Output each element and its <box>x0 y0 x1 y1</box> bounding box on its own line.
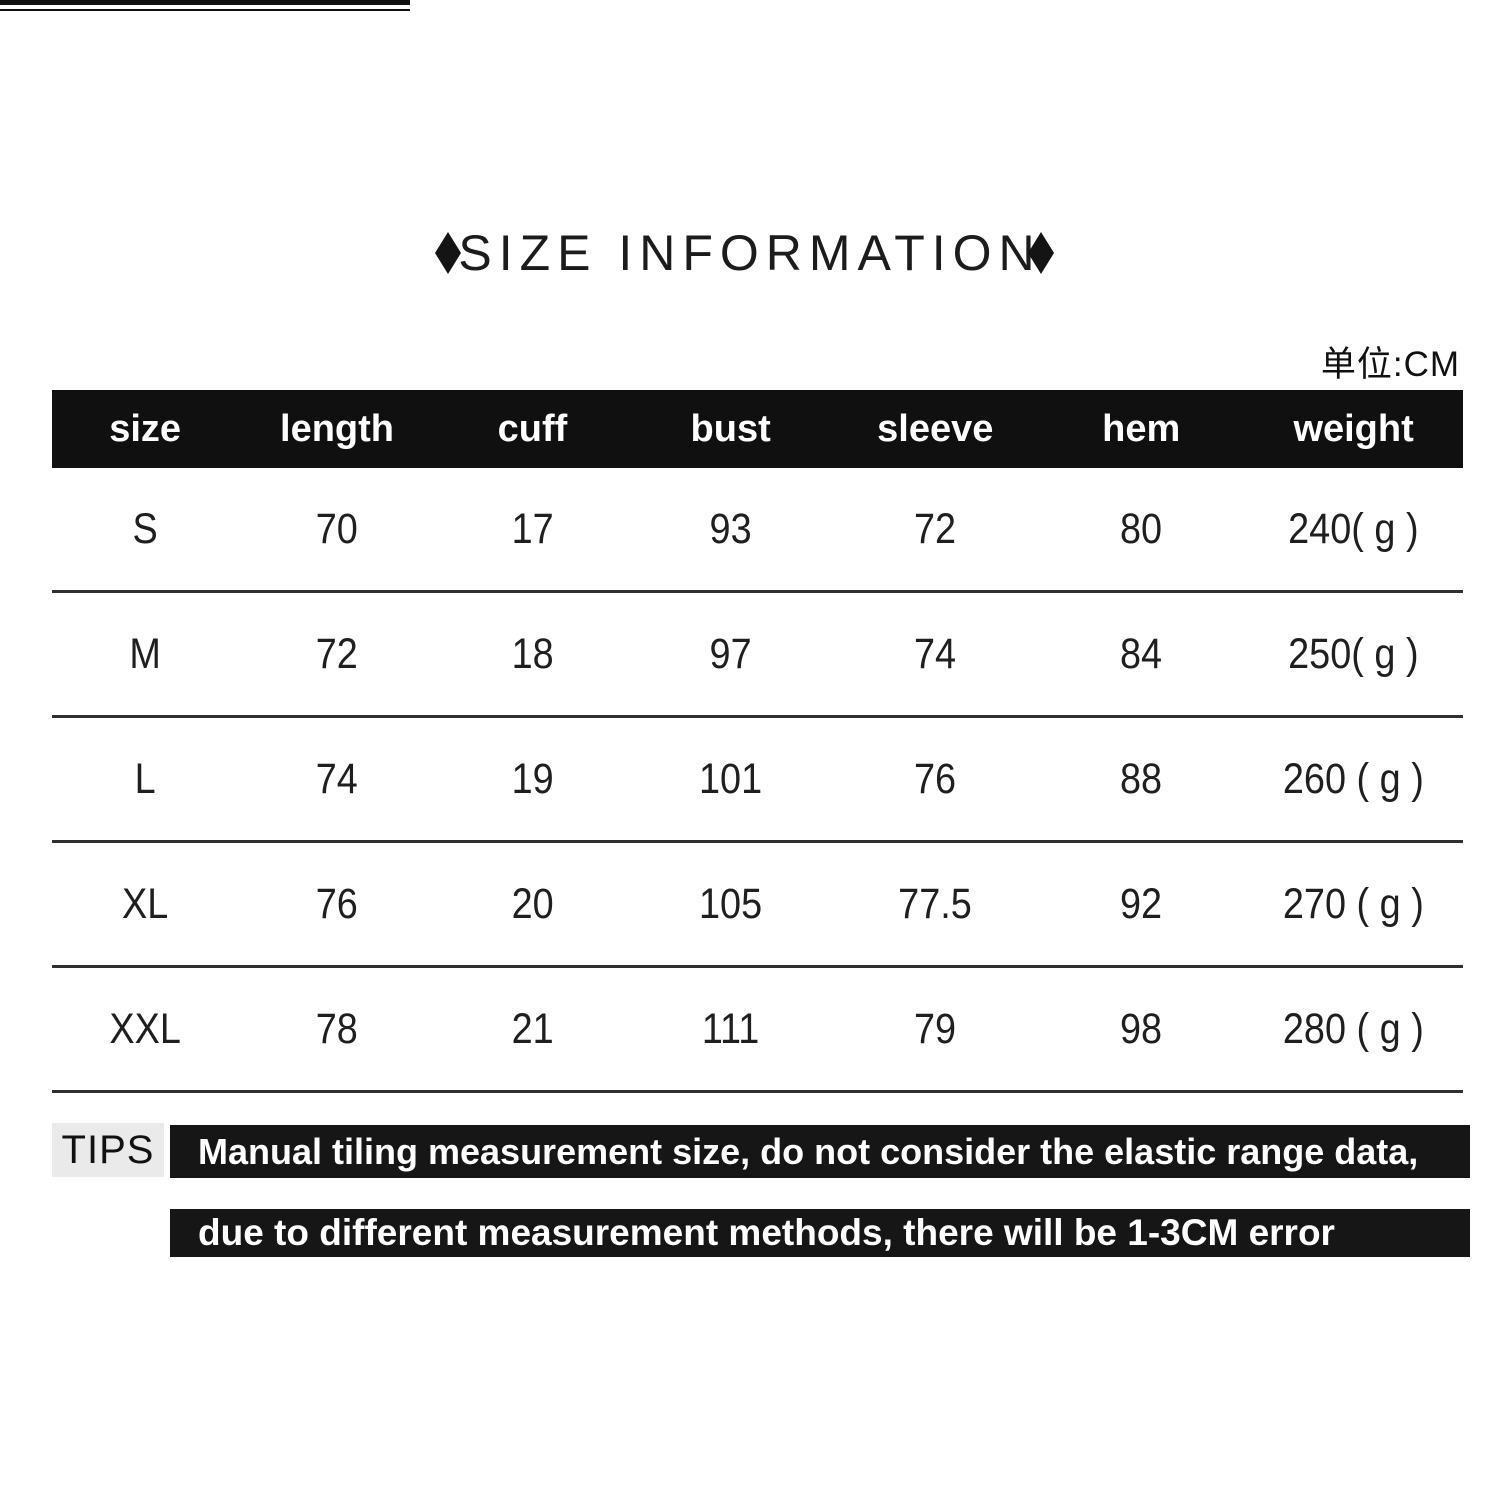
table-row-s: S 70 17 93 72 80 240( g ) <box>52 468 1463 593</box>
cell-size: XXL <box>109 1004 181 1053</box>
cell-sleeve: 72 <box>914 504 957 553</box>
table-row-m: M 72 18 97 74 84 250( g ) <box>52 593 1463 718</box>
column-header-weight: weight <box>1293 407 1414 450</box>
cell-hem: 92 <box>1120 879 1163 928</box>
cell-weight: 270 ( g ) <box>1283 879 1425 928</box>
cell-sleeve: 79 <box>914 1004 957 1053</box>
tips-text-line2: due to different measurement methods, th… <box>170 1209 1470 1257</box>
column-header-sleeve: sleeve <box>877 407 994 450</box>
table-row-xl: XL 76 20 105 77.5 92 270 ( g ) <box>52 843 1463 968</box>
cell-bust: 111 <box>701 1004 760 1053</box>
column-header-hem: hem <box>1102 407 1181 450</box>
column-header-bust: bust <box>690 407 771 450</box>
cell-size: M <box>129 629 161 678</box>
cell-weight: 280 ( g ) <box>1283 1004 1425 1053</box>
cell-cuff: 19 <box>511 754 554 803</box>
cell-bust: 97 <box>709 629 752 678</box>
cell-cuff: 20 <box>511 879 554 928</box>
cell-length: 76 <box>315 879 359 928</box>
column-header-length: length <box>280 407 394 450</box>
column-header-cuff: cuff <box>497 407 568 450</box>
unit-label: 单位:CM <box>1320 345 1460 384</box>
cell-cuff: 21 <box>511 1004 554 1053</box>
cell-bust: 93 <box>709 504 752 553</box>
table-row-xxl: XXL 78 21 111 79 98 280 ( g ) <box>52 968 1463 1093</box>
decorative-double-line-right <box>0 0 410 11</box>
cell-cuff: 17 <box>511 504 554 553</box>
cell-bust: 101 <box>699 754 763 803</box>
cell-hem: 98 <box>1120 1004 1163 1053</box>
cell-hem: 84 <box>1120 629 1163 678</box>
cell-weight: 260 ( g ) <box>1283 754 1425 803</box>
cell-sleeve: 77.5 <box>898 879 973 928</box>
cell-length: 74 <box>315 754 359 803</box>
table-row-l: L 74 19 101 76 88 260 ( g ) <box>52 718 1463 843</box>
cell-cuff: 18 <box>511 629 554 678</box>
cell-weight: 250( g ) <box>1288 629 1419 678</box>
tips-text-line1: Manual tiling measurement size, do not c… <box>170 1125 1470 1178</box>
cell-weight: 240( g ) <box>1288 504 1419 553</box>
cell-hem: 80 <box>1120 504 1163 553</box>
column-header-size: size <box>109 407 182 450</box>
cell-hem: 88 <box>1120 754 1163 803</box>
tips-label: TIPS <box>52 1123 164 1177</box>
cell-size: XL <box>121 879 169 928</box>
table-header-row: size length cuff bust sleeve hem weight <box>52 390 1463 468</box>
cell-sleeve: 76 <box>914 754 957 803</box>
size-table: size length cuff bust sleeve hem weight … <box>52 390 1463 1093</box>
cell-size: S <box>132 504 158 553</box>
cell-length: 70 <box>315 504 359 553</box>
cell-length: 78 <box>315 1004 359 1053</box>
cell-size: L <box>134 754 156 803</box>
cell-sleeve: 74 <box>914 629 957 678</box>
cell-length: 72 <box>315 629 359 678</box>
page-title: SIZE INFORMATION <box>458 225 1042 281</box>
cell-bust: 105 <box>699 879 763 928</box>
